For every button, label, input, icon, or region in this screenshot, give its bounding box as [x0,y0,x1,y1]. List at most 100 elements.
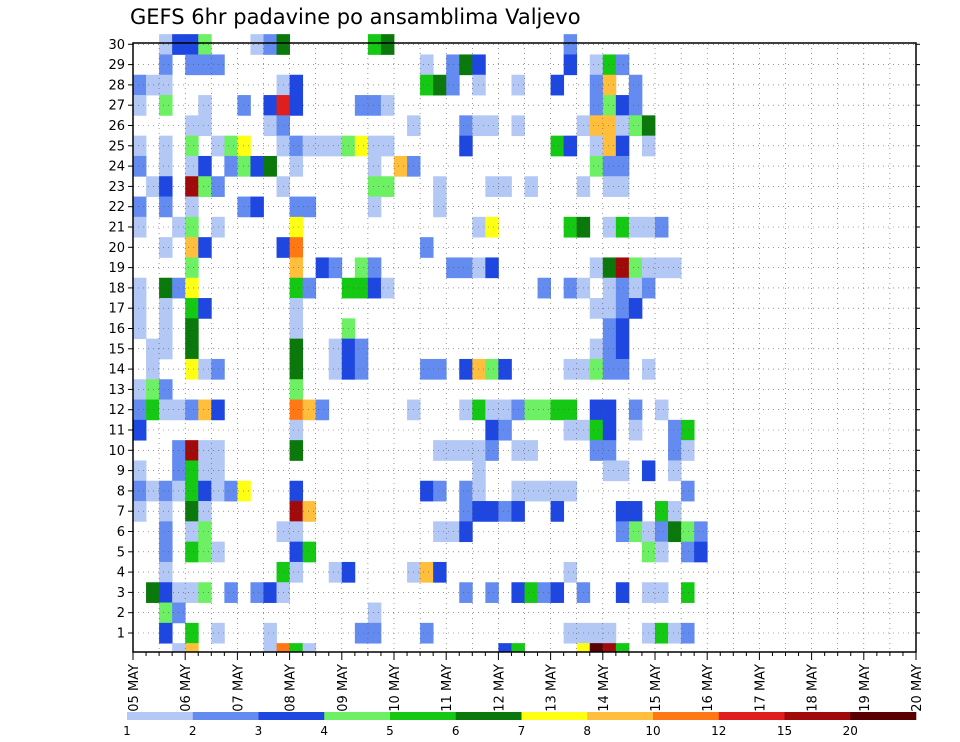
heatmap-cell [602,298,617,319]
x-tick-label: 06 MAY [179,664,194,712]
heatmap-cell [302,399,317,421]
heatmap-cell [289,399,304,421]
heatmap-cell [354,257,369,279]
heatmap-cell [563,399,578,421]
heatmap-cell [367,277,382,299]
heatmap-cell [472,460,486,482]
heatmap-cell [668,622,682,644]
y-tick-label: 12 [108,403,125,418]
heatmap-cell [655,257,669,279]
heatmap-cell [615,95,630,116]
heatmap-cell [367,135,382,157]
heatmap-cell [563,561,578,583]
heatmap-cell [681,440,695,461]
heatmap-cell [328,135,343,157]
heatmap-cell [185,480,199,502]
heatmap-cell [224,480,238,502]
colorbar-label: 5 [386,724,394,738]
heatmap-cell [367,257,382,279]
y-tick-label: 6 [117,525,125,540]
heatmap-cell [615,216,630,238]
heatmap-cell [198,298,212,319]
heatmap-cell [250,582,264,603]
heatmap-cell [537,399,551,421]
heatmap-cell [589,155,604,177]
x-tick-label: 16 MAY [701,664,716,712]
heatmap-cell [589,54,604,76]
heatmap-cell [185,54,199,76]
heatmap-cell [380,176,395,197]
heatmap-cell [146,582,160,603]
heatmap-cell [602,440,617,461]
heatmap-cell [185,358,199,380]
heatmap-cell [420,54,434,76]
colorbar-swatch [587,712,654,720]
heatmap-cell [459,115,473,137]
heatmap-cell [602,176,617,197]
colorbar: 1 2 3 4 5 6 7 8 10 12 15 20 [123,712,917,738]
heatmap-cell [485,440,499,461]
colorbar-label: 4 [320,724,328,738]
heatmap-cell [198,399,212,421]
heatmap-cell [159,176,173,197]
heatmap-cell [159,318,173,340]
colorbar-swatch [718,712,785,720]
heatmap-cell [146,74,160,96]
heatmap-cell [185,318,199,340]
heatmap-cell [315,399,330,421]
heatmap-cell [289,561,304,583]
heatmap-cell [655,399,669,421]
heatmap-cell [615,521,630,543]
heatmap-cell [550,582,565,603]
heatmap-cell [472,54,486,76]
heatmap-cell [420,480,434,502]
heatmap-cell [367,622,382,644]
colorbar-label: 15 [777,724,792,738]
heatmap-cell [550,501,565,522]
heatmap-cell [289,277,304,299]
heatmap-cell [537,582,551,603]
y-tick-label: 14 [108,363,125,378]
heatmap-cell [289,95,304,116]
heatmap-cell [263,95,277,116]
heatmap-cell [668,440,682,461]
heatmap-cell [185,216,199,238]
heatmap-cell [159,541,173,563]
heatmap-cell [602,460,617,482]
y-tick-label: 22 [108,200,125,215]
heatmap-cell [328,338,343,360]
heatmap-cell [615,277,630,299]
x-tick-label: 19 MAY [858,664,873,712]
heatmap-cell [159,561,173,583]
heatmap-cell [185,237,199,258]
heatmap-cell [354,358,369,380]
heatmap-cell [159,34,173,55]
y-tick-label: 18 [108,281,125,296]
heatmap-cell [485,176,499,197]
y-tick-label: 8 [117,484,125,499]
x-tick-label: 12 MAY [492,664,507,712]
heatmap-cell [655,216,669,238]
heatmap-cell-bottom [172,643,186,652]
y-tick-label: 24 [108,160,125,175]
colorbar-swatch [258,712,325,720]
heatmap-cell [354,277,369,299]
x-tick-label: 13 MAY [545,664,560,712]
x-tick-label: 11 MAY [440,664,455,712]
heatmap-cell [420,74,434,96]
colorbar-label: 6 [452,724,460,738]
heatmap-cell [537,277,551,299]
heatmap-cell [485,216,499,238]
heatmap-cell [602,399,617,421]
heatmap-cell [289,237,304,258]
heatmap-cell [198,358,212,380]
heatmap-cell [159,501,173,522]
heatmap-cell [367,95,382,116]
y-tick-label: 20 [108,241,125,256]
heatmap-cell [615,358,630,380]
heatmap-cell [302,501,317,522]
heatmap-cell [602,74,617,96]
heatmap-cell [472,74,486,96]
heatmap-cell [159,582,173,603]
y-tick-label: 5 [117,545,125,560]
